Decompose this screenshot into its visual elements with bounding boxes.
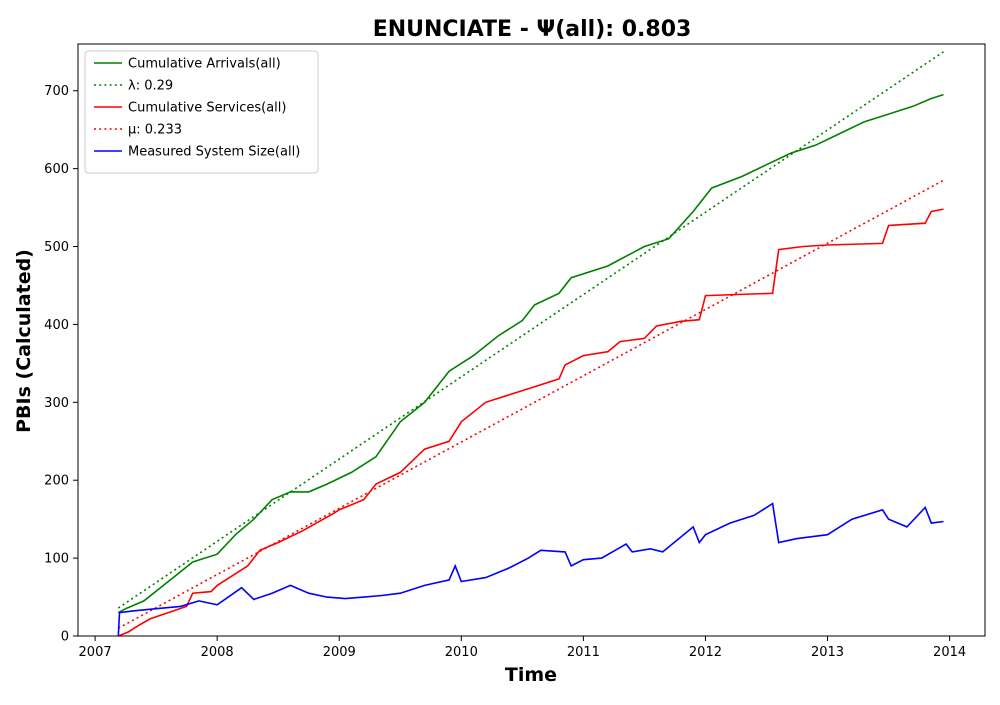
y-axis-title: PBIs (Calculated): [13, 249, 35, 433]
x-tick-label: 2009: [323, 645, 356, 660]
y-tick-label: 200: [44, 474, 69, 489]
legend: Cumulative Arrivals(all) λ: 0.29 Cumulativ…: [84, 50, 319, 174]
legend-box: [84, 50, 319, 174]
y-tick-label: 0: [61, 630, 69, 645]
series-line-5-measured-system-size-all: [117, 502, 944, 637]
y-tick-label: 300: [44, 396, 69, 411]
series-line-1-cumulative-arrivals-all: [117, 93, 944, 614]
y-tick-label: 100: [44, 552, 69, 567]
legend-label-3: Cumulative Services(all): [128, 101, 286, 116]
legend-label-1: Cumulative Arrivals(all): [128, 57, 281, 72]
x-tick-label: 2014: [933, 645, 966, 660]
y-tick-label: 700: [44, 84, 69, 99]
x-tick-label: 2007: [79, 645, 112, 660]
x-tick-label: 2008: [201, 645, 234, 660]
x-tick-label: 2011: [567, 645, 600, 660]
legend-label-5: Measured System Size(all): [128, 145, 300, 160]
plot-frame: [77, 43, 986, 637]
series-line-4-0-233: [117, 179, 944, 629]
y-tick-label: 600: [44, 162, 69, 177]
y-axis: 0 100 200 300 400 500 600 700: [44, 84, 78, 645]
series-layer: [117, 51, 944, 637]
x-tick-label: 2012: [689, 645, 722, 660]
y-tick-label: 500: [44, 240, 69, 255]
series-line-3-cumulative-services-all: [118, 208, 944, 637]
y-tick-label: 400: [44, 318, 69, 333]
chart-title: ENUNCIATE - Ψ(all): 0.803: [373, 17, 692, 42]
x-tick-label: 2010: [445, 645, 478, 660]
x-axis: 2007 2008 2009 2010 2011 2012 2013 2014: [79, 636, 966, 660]
x-tick-label: 2013: [811, 645, 844, 660]
legend-label-4: μ: 0.233: [128, 123, 182, 138]
legend-label-2: λ: 0.29: [128, 79, 173, 94]
x-axis-title: Time: [505, 664, 557, 686]
